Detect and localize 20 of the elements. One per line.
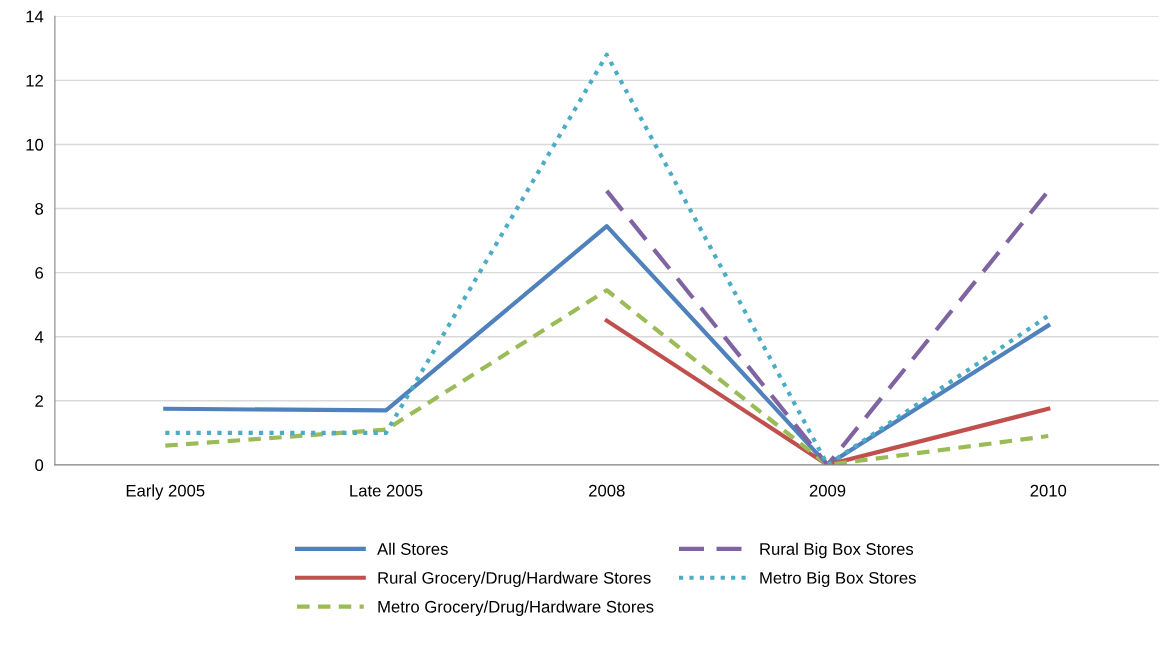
x-tick-label: 2009 — [809, 484, 846, 497]
x-tick-label: 2008 — [589, 484, 625, 497]
y-tick-label: 4 — [34, 331, 44, 343]
line-series — [163, 288, 1051, 465]
legend-label: Metro Big Box Stores — [760, 571, 916, 588]
legend-label: Metro Grocery/Drug/Hardware Stores — [378, 600, 654, 616]
y-tick-label: 12 — [26, 74, 43, 87]
x-tick-label: Late 2005 — [350, 484, 423, 497]
y-tick-label: 10 — [26, 138, 44, 151]
y-tick-label: 14 — [26, 10, 44, 23]
y-tick-label: 6 — [35, 267, 44, 279]
y-tick-label: 8 — [35, 202, 44, 215]
line-series — [163, 52, 1051, 465]
x-tick-label: 2010 — [1030, 484, 1067, 497]
y-tick-label: 2 — [35, 395, 43, 407]
x-tick-label: Early 2005 — [126, 484, 205, 500]
y-tick-label: 0 — [35, 459, 44, 472]
legend-label: Rural Big Box Stores — [760, 542, 914, 559]
legend-label: All Stores — [377, 542, 448, 555]
legend-label: Rural Grocery/Drug/Hardware Stores — [378, 571, 651, 588]
